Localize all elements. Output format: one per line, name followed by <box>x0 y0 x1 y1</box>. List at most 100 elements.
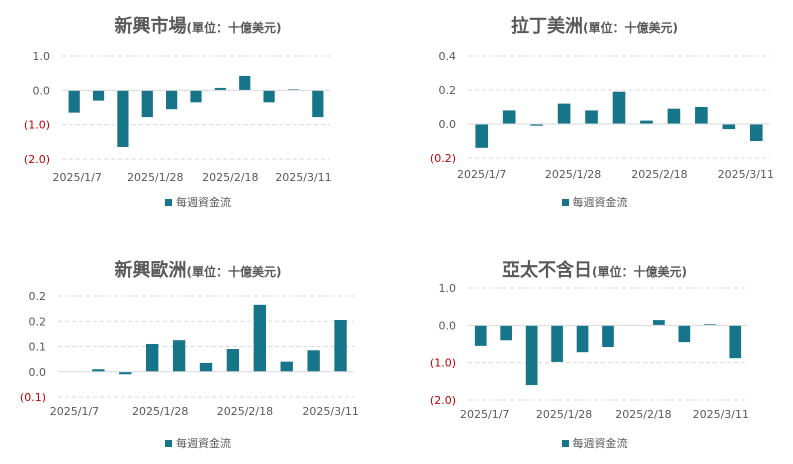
bar <box>226 349 240 372</box>
x-tick-label: 2025/2/18 <box>217 405 273 418</box>
bar <box>92 90 105 101</box>
legend-label: 每週資金流 <box>572 437 628 450</box>
bar <box>502 110 516 124</box>
bar <box>678 325 691 343</box>
bar <box>551 325 563 362</box>
bar <box>474 325 487 346</box>
chart-title: 亞太不含日(單位：十億美元) <box>396 256 793 282</box>
bar <box>749 124 763 141</box>
bar <box>640 120 653 124</box>
bar <box>722 124 736 130</box>
bar <box>334 319 347 372</box>
legend-swatch <box>165 439 172 447</box>
chart-title-unit: (單位：十億美元) <box>592 265 687 279</box>
bar <box>667 108 681 124</box>
bar <box>585 110 598 124</box>
x-tick-label: 2025/1/28 <box>536 408 592 421</box>
bar <box>190 90 202 103</box>
bar <box>703 324 716 326</box>
bar <box>166 90 178 110</box>
bar <box>145 343 159 372</box>
bar-chart-svg: 1.00.0(1.0)(2.0)2025/1/7 2025/1/28 2025/2/… <box>430 282 749 421</box>
bar <box>557 103 571 124</box>
bar <box>729 325 742 359</box>
bar <box>253 304 267 372</box>
bar <box>307 350 320 372</box>
bar <box>214 87 226 91</box>
y-tick-label: 0.0 <box>439 118 457 131</box>
chart-title-main: 拉丁美洲 <box>511 16 583 37</box>
bar <box>119 371 132 375</box>
legend-label: 每週資金流 <box>572 196 628 209</box>
x-tick-label: 2025/2/18 <box>202 171 258 184</box>
bar <box>263 90 275 103</box>
bar <box>530 124 543 126</box>
bar-chart-svg: 0.2 0.2 0.1 0.0 (0.1) 2025/1/7 2025/1/28 2025/2… <box>20 290 359 418</box>
y-tick-label: 0.0 <box>439 319 457 332</box>
chart-title-unit: (單位：十億美元) <box>583 21 678 35</box>
y-tick-label: 0.0 <box>33 84 51 97</box>
bar <box>525 325 538 386</box>
y-tick-label: (2.0) <box>24 153 50 166</box>
y-tick-label: 0.0 <box>29 366 47 379</box>
y-tick-label: 0.2 <box>29 315 47 328</box>
x-tick-label: 2025/1/7 <box>52 171 101 184</box>
bar <box>612 91 626 124</box>
bar <box>92 369 105 372</box>
x-tick-label: 2025/1/28 <box>132 405 188 418</box>
legend-label: 每週資金流 <box>176 437 231 450</box>
chart-title-unit: (單位：十億美元) <box>186 265 282 279</box>
bar <box>500 325 513 341</box>
x-tick-label: 2025/2/18 <box>615 408 671 421</box>
x-tick-label: 2025/3/11 <box>275 171 331 184</box>
bar <box>695 107 708 124</box>
chart-title-main: 新興市場 <box>114 16 187 37</box>
x-tick-label: 2025/1/7 <box>457 168 506 181</box>
y-tick-label: (2.0) <box>430 394 456 407</box>
legend: 每週資金流 <box>396 435 793 451</box>
bar <box>141 90 153 118</box>
chart-panel-asia-pacific-ex-japan: 亞太不含日(單位：十億美元) 1.0 0.0 (1.0) (2.0) 2025/1/7 2… <box>396 232 793 464</box>
legend-swatch <box>165 198 172 206</box>
bar <box>117 90 129 147</box>
bar <box>475 124 489 148</box>
chart-title-main: 新興歐洲 <box>114 260 187 281</box>
chart-title-main: 亞太不含日 <box>502 260 592 281</box>
bar <box>280 361 293 372</box>
legend-swatch <box>561 439 569 447</box>
bar-chart-svg: 1.00.0(1.0)(2.0)2025/1/7 2025/1/28 2025/2/… <box>24 50 332 184</box>
y-tick-label: 0.2 <box>439 84 457 97</box>
bar <box>653 320 665 326</box>
bar-chart-svg: 0.4 0.2 0.0 (0.2)2025/1/7 2025/1/28 2025/2/18… <box>430 50 774 181</box>
chart-title: 拉丁美洲(單位：十億美元) <box>396 12 793 38</box>
x-tick-label: 2025/3/11 <box>302 405 358 418</box>
chart-panel-emerging-markets: 新興市場(單位：十億美元) 1.0 0.0 (1.0) (2.0) 2025/1/7 20… <box>0 0 396 232</box>
y-tick-label: 0.1 <box>29 341 47 354</box>
y-tick-label: (1.0) <box>24 119 50 132</box>
bar <box>312 90 324 118</box>
y-tick-label: 0.4 <box>439 50 457 63</box>
x-tick-label: 2025/1/7 <box>50 405 99 418</box>
bar <box>239 75 251 91</box>
bar <box>172 340 186 372</box>
chart-title: 新興市場(單位：十億美元) <box>0 12 396 38</box>
bar <box>602 325 614 347</box>
x-tick-label: 2025/1/28 <box>127 171 183 184</box>
legend-label: 每週資金流 <box>176 196 231 209</box>
chart-panel-emerging-europe: 新興歐洲(單位：十億美元) 0.2 0.2 0.1 0.0 (0.1) 2025/1/7 2… <box>0 232 396 464</box>
chart-title-unit: (單位：十億美元) <box>186 21 282 35</box>
x-tick-label: 2025/1/28 <box>545 168 601 181</box>
x-tick-label: 2025/2/18 <box>631 168 687 181</box>
y-tick-label: (0.1) <box>20 391 46 404</box>
x-tick-label: 2025/3/11 <box>718 168 774 181</box>
bar <box>68 90 80 113</box>
y-tick-label: (1.0) <box>430 357 456 370</box>
y-tick-label: (0.2) <box>430 152 456 165</box>
legend-swatch <box>561 198 569 206</box>
x-tick-label: 2025/1/7 <box>460 408 509 421</box>
legend: 每週資金流 <box>396 194 793 210</box>
bar <box>576 325 589 353</box>
x-tick-label: 2025/3/11 <box>693 408 749 421</box>
bar <box>199 362 213 372</box>
